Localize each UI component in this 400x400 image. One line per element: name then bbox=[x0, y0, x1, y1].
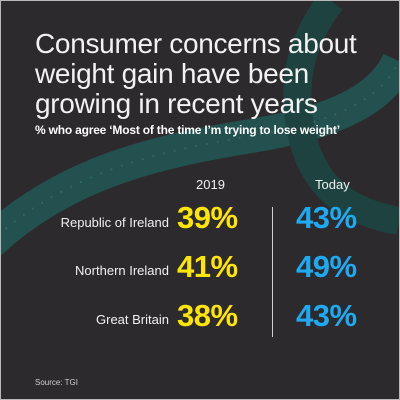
column-header-2019: 2019 bbox=[196, 177, 225, 192]
value-today-northern-ireland: 49% bbox=[296, 249, 357, 284]
chart-title: Consumer concerns about weight gain have… bbox=[35, 29, 385, 119]
value-2019-republic-of-ireland: 39% bbox=[177, 200, 238, 235]
row-label-republic-of-ireland: Republic of Ireland bbox=[60, 215, 169, 230]
row-label-northern-ireland: Northern Ireland bbox=[75, 263, 169, 278]
title-line: growing in recent years bbox=[35, 88, 318, 119]
column-header-today: Today bbox=[315, 177, 350, 192]
value-today-great-britain: 43% bbox=[296, 298, 357, 333]
source-note: Source: TGI bbox=[35, 378, 78, 387]
value-2019-great-britain: 38% bbox=[177, 298, 238, 333]
chart-subtitle: % who agree ‘Most of the time I’m trying… bbox=[35, 123, 340, 137]
row-label-great-britain: Great Britain bbox=[96, 312, 169, 327]
title-line: weight gain have been bbox=[35, 58, 309, 89]
title-line: Consumer concerns about bbox=[35, 28, 357, 59]
column-divider bbox=[272, 207, 273, 337]
value-today-republic-of-ireland: 43% bbox=[296, 200, 357, 235]
value-2019-northern-ireland: 41% bbox=[177, 249, 238, 284]
